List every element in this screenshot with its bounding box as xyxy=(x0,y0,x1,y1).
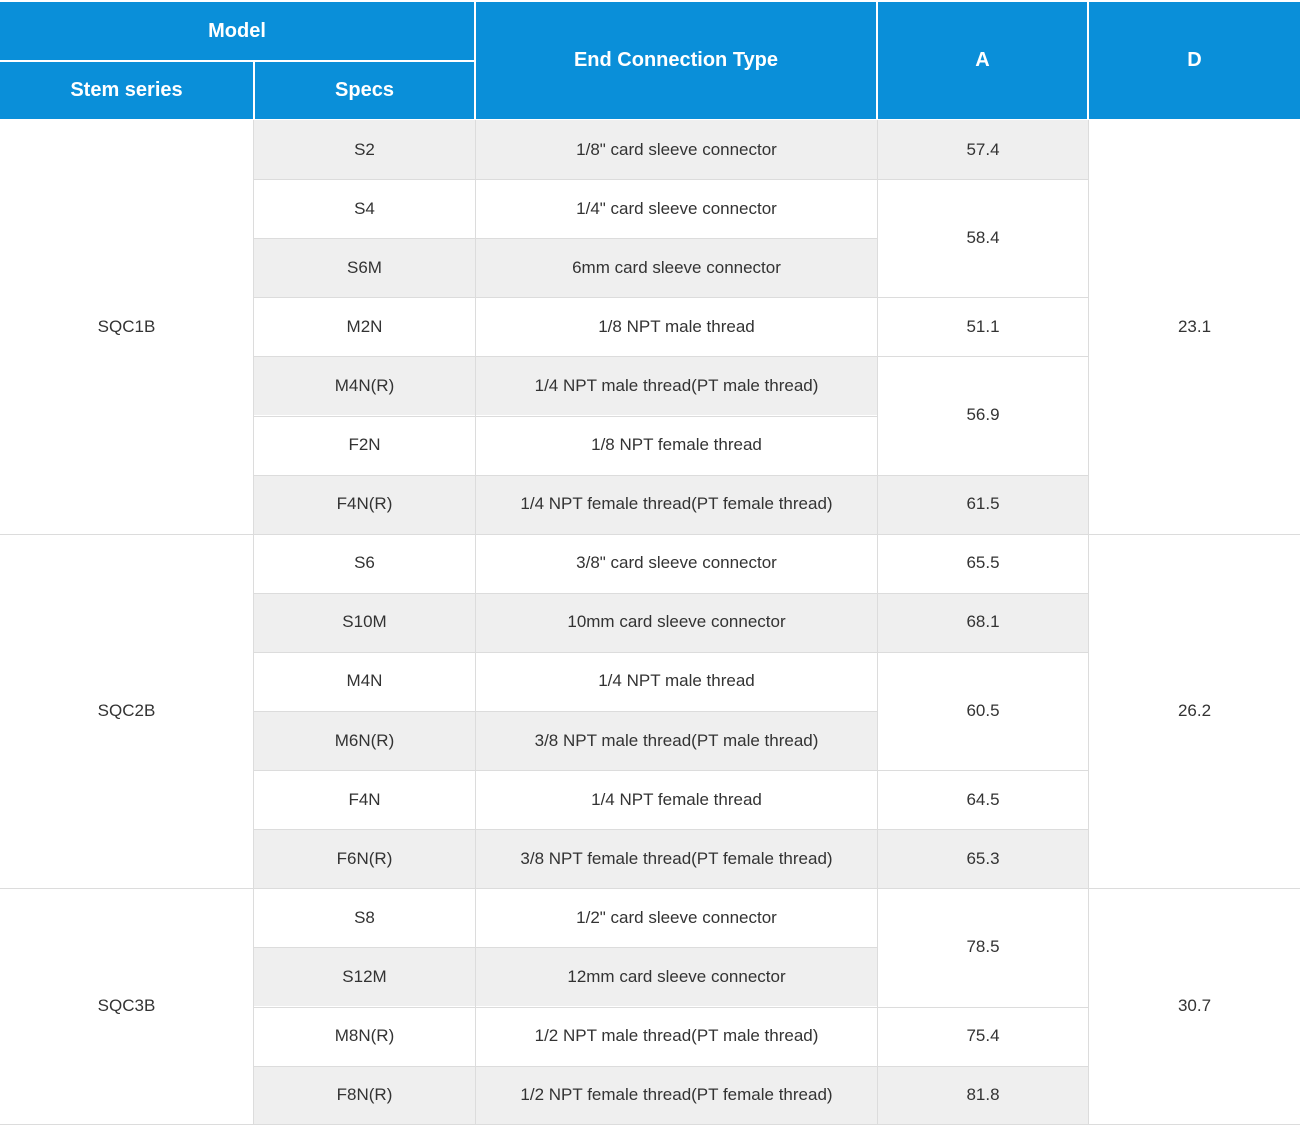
header-end-connection-type: End Connection Type xyxy=(476,2,876,119)
column-divider xyxy=(877,120,878,1125)
connection-type-cell: 1/4" card sleeve connector xyxy=(476,179,877,239)
d-value-cell: 30.7 xyxy=(1089,888,1300,1125)
row-divider xyxy=(254,888,877,889)
a-value-cell: 51.1 xyxy=(878,297,1088,357)
a-value-cell: 56.9 xyxy=(878,356,1088,475)
spec-cell: M6N(R) xyxy=(254,711,475,771)
connection-type-cell: 6mm card sleeve connector xyxy=(476,238,877,298)
connection-type-cell: 1/8 NPT female thread xyxy=(476,415,877,475)
spec-cell: M4N xyxy=(254,651,475,711)
spec-cell: F2N xyxy=(254,415,475,475)
spec-cell: F8N(R) xyxy=(254,1065,475,1125)
a-value-cell: 75.4 xyxy=(878,1006,1088,1066)
a-value-cell: 64.5 xyxy=(878,770,1088,830)
row-divider xyxy=(878,770,1088,771)
row-divider xyxy=(254,297,877,298)
spec-cell: M2N xyxy=(254,297,475,357)
column-divider xyxy=(475,120,476,1125)
header-divider xyxy=(474,0,476,120)
row-divider xyxy=(878,829,1088,830)
row-divider xyxy=(254,356,877,357)
header-divider xyxy=(876,0,878,120)
row-divider xyxy=(878,475,1088,476)
spec-cell: F6N(R) xyxy=(254,829,475,889)
row-divider xyxy=(254,947,877,948)
a-value-cell: 65.5 xyxy=(878,533,1088,593)
row-divider xyxy=(878,179,1088,180)
column-divider xyxy=(1088,120,1089,1125)
row-divider xyxy=(254,475,877,476)
row-divider xyxy=(254,238,877,239)
stem-series-cell: SQC2B xyxy=(0,533,253,889)
row-divider xyxy=(878,593,1088,594)
d-value-cell: 26.2 xyxy=(1089,533,1300,889)
connection-type-cell: 1/4 NPT female thread(PT female thread) xyxy=(476,474,877,534)
connection-type-cell: 3/8 NPT male thread(PT male thread) xyxy=(476,711,877,771)
d-value-cell: 23.1 xyxy=(1089,120,1300,534)
row-divider xyxy=(878,888,1088,889)
spec-cell: S6M xyxy=(254,238,475,298)
stem-series-cell: SQC1B xyxy=(0,120,253,534)
row-divider xyxy=(254,1066,877,1067)
row-divider xyxy=(254,652,877,653)
row-divider xyxy=(254,179,877,180)
connection-type-cell: 1/4 NPT male thread xyxy=(476,651,877,711)
header-stem-series: Stem series xyxy=(0,62,253,119)
connection-type-cell: 1/2" card sleeve connector xyxy=(476,888,877,948)
a-value-cell: 57.4 xyxy=(878,120,1088,180)
row-divider xyxy=(878,1066,1088,1067)
header-model: Model xyxy=(0,2,474,60)
header-specs: Specs xyxy=(255,62,474,119)
connection-type-cell: 1/2 NPT female thread(PT female thread) xyxy=(476,1065,877,1125)
spec-cell: F4N(R) xyxy=(254,474,475,534)
a-value-cell: 81.8 xyxy=(878,1065,1088,1125)
a-value-cell: 60.5 xyxy=(878,651,1088,771)
spec-cell: S12M xyxy=(254,947,475,1007)
row-divider xyxy=(878,652,1088,653)
spec-cell: S10M xyxy=(254,592,475,652)
row-divider xyxy=(254,534,877,535)
spec-cell: F4N xyxy=(254,770,475,830)
a-value-cell: 58.4 xyxy=(878,179,1088,298)
connection-type-cell: 1/8 NPT male thread xyxy=(476,297,877,357)
spec-cell: S6 xyxy=(254,533,475,593)
header-d: D xyxy=(1089,2,1300,119)
row-divider xyxy=(254,416,877,417)
row-divider xyxy=(0,1124,1300,1125)
row-divider xyxy=(878,356,1088,357)
header-divider xyxy=(1087,0,1089,120)
row-divider xyxy=(878,297,1088,298)
row-divider xyxy=(254,711,877,712)
row-divider xyxy=(254,829,877,830)
connection-type-cell: 3/8 NPT female thread(PT female thread) xyxy=(476,829,877,889)
a-value-cell: 65.3 xyxy=(878,829,1088,889)
header-divider xyxy=(0,60,475,62)
connection-type-cell: 10mm card sleeve connector xyxy=(476,592,877,652)
connection-type-cell: 1/2 NPT male thread(PT male thread) xyxy=(476,1006,877,1066)
header-a: A xyxy=(878,2,1087,119)
spec-cell: S8 xyxy=(254,888,475,948)
connection-type-cell: 1/4 NPT male thread(PT male thread) xyxy=(476,356,877,416)
column-divider xyxy=(253,120,254,1125)
row-divider xyxy=(878,534,1088,535)
row-divider xyxy=(254,1007,877,1008)
stem-series-cell: SQC3B xyxy=(0,888,253,1125)
header-divider xyxy=(253,60,255,120)
row-divider xyxy=(878,1007,1088,1008)
connection-type-cell: 3/8" card sleeve connector xyxy=(476,533,877,593)
row-divider xyxy=(254,593,877,594)
a-value-cell: 61.5 xyxy=(878,474,1088,534)
spec-cell: S2 xyxy=(254,120,475,180)
spec-cell: M4N(R) xyxy=(254,356,475,416)
connection-type-cell: 12mm card sleeve connector xyxy=(476,947,877,1007)
a-value-cell: 68.1 xyxy=(878,592,1088,652)
a-value-cell: 78.5 xyxy=(878,888,1088,1007)
connection-type-cell: 1/4 NPT female thread xyxy=(476,770,877,830)
spec-cell: M8N(R) xyxy=(254,1006,475,1066)
spec-cell: S4 xyxy=(254,179,475,239)
row-divider xyxy=(254,770,877,771)
connection-type-cell: 1/8" card sleeve connector xyxy=(476,120,877,180)
